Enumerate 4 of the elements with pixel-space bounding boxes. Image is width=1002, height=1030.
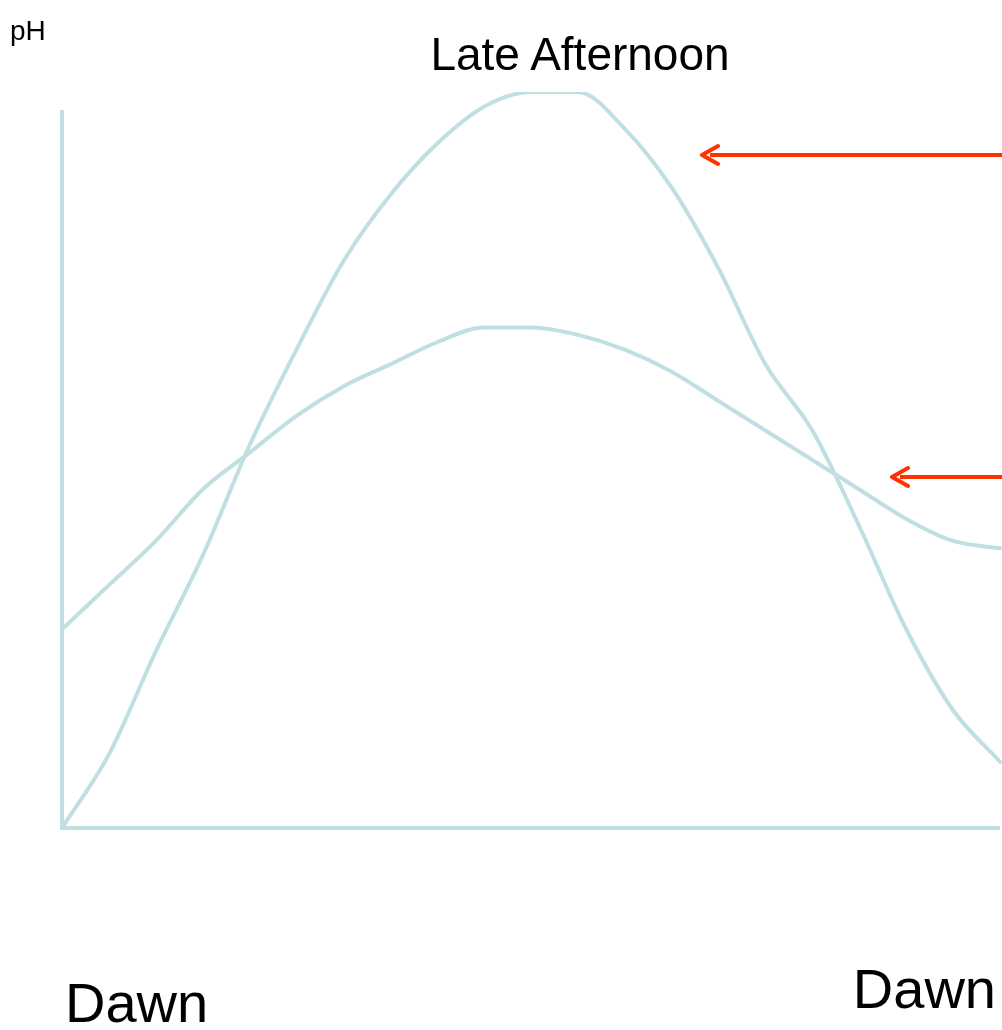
text: Dawn — [65, 971, 209, 1030]
y-axis-title: pH — [10, 15, 46, 46]
text: Dawn — [852, 957, 996, 1020]
chart-title: Late Afternoon — [430, 28, 730, 80]
